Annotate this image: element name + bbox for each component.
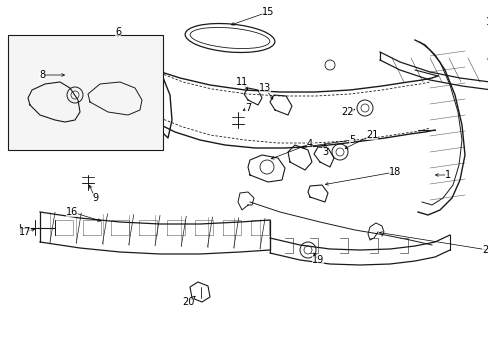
Text: 22: 22 — [341, 107, 353, 117]
Text: 24: 24 — [481, 245, 488, 255]
Text: 16: 16 — [66, 207, 78, 217]
Text: 20: 20 — [182, 297, 194, 307]
Text: 7: 7 — [244, 103, 251, 113]
Text: 5: 5 — [348, 135, 354, 145]
Text: 9: 9 — [92, 193, 98, 203]
Bar — [8, 35, 163, 150]
Text: 4: 4 — [306, 139, 312, 149]
Text: 3: 3 — [321, 147, 327, 157]
Text: 11: 11 — [235, 77, 247, 87]
Text: 13: 13 — [258, 83, 270, 93]
Text: 1: 1 — [444, 170, 450, 180]
Text: 17: 17 — [19, 227, 31, 237]
Text: 10: 10 — [485, 17, 488, 27]
Text: 21: 21 — [365, 130, 377, 140]
Text: 6: 6 — [115, 27, 121, 37]
Text: 15: 15 — [261, 7, 274, 17]
Text: 19: 19 — [311, 255, 324, 265]
Text: 8: 8 — [39, 70, 45, 80]
Text: 18: 18 — [388, 167, 400, 177]
